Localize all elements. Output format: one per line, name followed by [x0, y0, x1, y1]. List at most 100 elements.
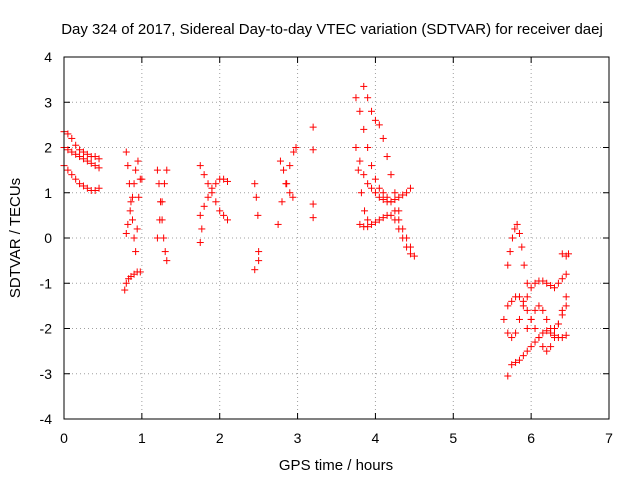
- data-point: [523, 325, 531, 332]
- data-point: [515, 315, 523, 323]
- data-point: [387, 211, 395, 219]
- data-point: [121, 286, 129, 294]
- data-point: [153, 166, 161, 174]
- plot-frame: [63, 56, 610, 420]
- data-point: [309, 200, 317, 208]
- data-point: [356, 220, 364, 228]
- data-point: [508, 361, 516, 369]
- data-point: [68, 148, 76, 156]
- data-point: [504, 372, 512, 380]
- data-point: [126, 207, 134, 215]
- data-point: [531, 338, 539, 346]
- data-point: [64, 146, 72, 154]
- data-point: [508, 297, 516, 305]
- data-point: [91, 153, 99, 161]
- data-point: [83, 157, 91, 165]
- data-point: [523, 293, 531, 301]
- data-point: [558, 334, 566, 342]
- data-point: [133, 225, 141, 233]
- data-point: [163, 257, 171, 265]
- data-point: [364, 216, 372, 224]
- data-point: [254, 211, 262, 219]
- data-point: [383, 153, 391, 161]
- y-tick-label: 1: [44, 185, 52, 201]
- data-point: [200, 171, 208, 179]
- data-point: [251, 180, 259, 188]
- data-point: [124, 220, 132, 228]
- data-point: [156, 216, 164, 224]
- data-point: [95, 184, 103, 192]
- data-point: [360, 125, 368, 133]
- data-point: [130, 234, 138, 242]
- data-point: [531, 279, 539, 287]
- y-tick-label: -4: [40, 411, 53, 427]
- data-point: [504, 329, 512, 337]
- data-point: [543, 327, 551, 335]
- data-point: [551, 334, 558, 342]
- data-point: [512, 358, 520, 366]
- data-point: [122, 279, 130, 287]
- data-point: [371, 218, 379, 226]
- data-point: [565, 250, 573, 258]
- data-point: [539, 277, 547, 285]
- data-point: [368, 107, 376, 115]
- data-point: [379, 189, 387, 197]
- chart-title: Day 324 of 2017, Sidereal Day-to-day VTE…: [61, 21, 603, 38]
- data-point: [519, 352, 527, 360]
- data-point: [216, 207, 224, 215]
- data-point: [535, 302, 543, 310]
- data-point: [132, 248, 140, 256]
- data-point: [515, 293, 523, 301]
- data-point: [135, 193, 143, 201]
- data-point: [547, 343, 555, 351]
- data-point: [309, 214, 317, 222]
- data-point: [212, 198, 220, 206]
- data-point: [352, 94, 360, 102]
- data-point: [196, 239, 204, 247]
- data-point: [368, 220, 376, 228]
- data-point: [91, 162, 99, 170]
- data-point: [543, 315, 551, 323]
- y-tick-label: 0: [44, 230, 52, 246]
- y-tick-label: 3: [44, 94, 52, 110]
- data-point: [290, 148, 298, 156]
- data-point: [518, 243, 526, 251]
- data-point: [500, 315, 508, 323]
- data-point: [508, 234, 516, 242]
- data-point: [134, 157, 142, 165]
- data-point: [395, 225, 403, 233]
- y-axis-label: SDTVAR / TECUs: [7, 178, 24, 298]
- data-point: [527, 315, 535, 323]
- x-tick-labels: 0 1 2 3 4 5 6 7: [60, 430, 613, 446]
- data-point: [309, 123, 317, 131]
- data-point: [554, 320, 562, 328]
- data-points: [60, 82, 573, 380]
- data-point: [289, 193, 297, 201]
- data-point: [375, 184, 383, 192]
- data-point: [220, 211, 228, 219]
- data-point: [539, 329, 547, 337]
- data-point: [513, 220, 521, 228]
- y-tick-label: -3: [40, 366, 53, 382]
- x-tick-label: 7: [605, 430, 613, 446]
- data-point: [391, 216, 399, 224]
- data-point: [224, 177, 231, 185]
- data-point: [79, 148, 87, 156]
- data-point: [368, 184, 376, 192]
- data-point: [129, 216, 137, 224]
- data-point: [76, 153, 84, 161]
- data-point: [198, 225, 206, 233]
- data-point: [204, 193, 212, 201]
- data-point: [539, 343, 547, 351]
- data-point: [506, 248, 514, 256]
- data-point: [286, 189, 294, 197]
- data-point: [551, 284, 558, 292]
- data-point: [406, 184, 414, 192]
- data-point: [558, 275, 566, 283]
- data-point: [368, 162, 376, 170]
- data-point: [375, 121, 383, 129]
- data-point: [504, 261, 512, 269]
- data-point: [95, 164, 103, 172]
- data-point: [410, 252, 418, 260]
